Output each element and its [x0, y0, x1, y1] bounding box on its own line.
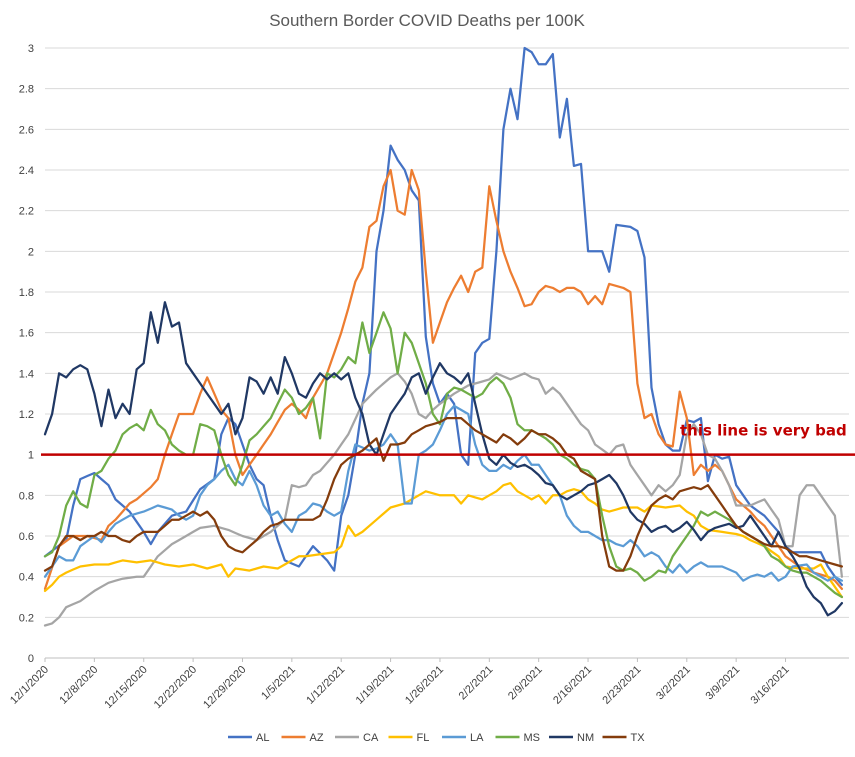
series-line-az: [43, 168, 844, 591]
y-tick-label: 0.2: [19, 612, 34, 624]
y-tick-label: 2.2: [19, 206, 34, 218]
legend-label-al: AL: [256, 732, 269, 744]
y-tick-label: 3: [28, 43, 34, 55]
legend-label-ms: MS: [524, 732, 541, 744]
legend-label-la: LA: [470, 732, 484, 744]
y-tick-label: 0.8: [19, 490, 34, 502]
series-group: [43, 46, 844, 627]
reference-line-annotation: this line is very bad: [680, 422, 847, 440]
y-tick-label: 2.8: [19, 84, 34, 96]
y-tick-label: 2.6: [19, 124, 34, 136]
series-line-tx: [43, 416, 844, 572]
legend: AL AZ CA FL LA MS NM TX: [228, 732, 645, 744]
y-tick-label: 2: [28, 246, 34, 258]
y-tick-label: 0.6: [19, 531, 34, 543]
y-axis: 0 0.2 0.4 0.6 0.8 1 1.2 1.4 1.6 1.8 2 2.2 2.4 2.6 2.8 3: [19, 43, 34, 665]
reference-line-group: this line is very bad: [41, 422, 855, 456]
y-tick-label: 0: [28, 653, 34, 665]
y-tick-label: 1.4: [19, 368, 34, 380]
legend-label-tx: TX: [631, 732, 646, 744]
legend-label-ca: CA: [363, 732, 379, 744]
y-tick-label: 1.6: [19, 328, 34, 340]
y-tick-label: 0.4: [19, 572, 34, 584]
series-line-la: [43, 404, 844, 582]
legend-label-az: AZ: [310, 732, 324, 744]
series-line-ms: [43, 311, 844, 599]
legend-label-nm: NM: [577, 732, 594, 744]
series-line-nm: [43, 301, 844, 617]
legend-label-fl: FL: [417, 732, 430, 744]
y-tick-label: 1.2: [19, 409, 34, 421]
chart-title: Southern Border COVID Deaths per 100K: [269, 11, 585, 30]
y-tick-label: 1: [28, 450, 34, 462]
y-tick-label: 2.4: [19, 165, 34, 177]
y-tick-label: 1.8: [19, 287, 34, 299]
